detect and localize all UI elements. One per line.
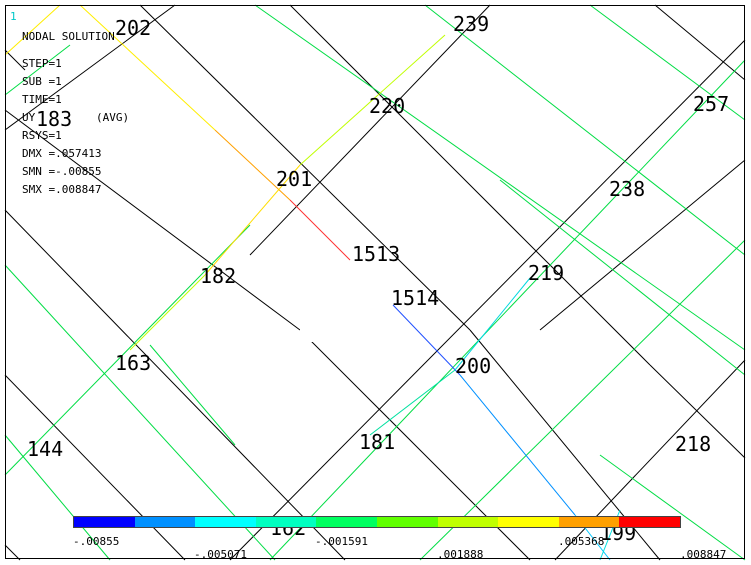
element-edges-black-2: [4, 4, 746, 561]
info-sub: SUB =1: [22, 75, 62, 88]
legend-swatch-4: [316, 517, 377, 527]
contour-lines-cool: [369, 277, 621, 561]
legend-label: -.00855: [73, 535, 120, 548]
plot-frame: [5, 5, 745, 559]
info-quantity: UY: [22, 111, 36, 124]
node-label: 219: [528, 261, 565, 285]
node-label: 220: [369, 94, 406, 118]
contour-lines-warm: [4, 4, 446, 351]
node-label: 202: [115, 16, 152, 40]
info-time: TIME=1: [22, 93, 62, 106]
legend-label: .005368: [558, 535, 605, 548]
legend-swatch-1: [134, 517, 196, 527]
legend-swatch-7: [498, 517, 559, 527]
node-label: 1513: [352, 242, 401, 266]
node-label: 218: [675, 432, 712, 456]
legend-swatch-9: [619, 517, 680, 527]
legend-swatch-3: [255, 517, 317, 527]
node-label: 1514: [391, 286, 440, 310]
info-dmx: DMX =.057413: [22, 147, 102, 160]
info-avg: (AVG): [96, 111, 130, 124]
legend-label: -.005071: [194, 548, 247, 561]
contour-lines-green: [4, 4, 746, 561]
legend-label: .001888: [437, 548, 484, 561]
legend-label: -.001591: [315, 535, 368, 548]
legend-swatch-0: [74, 517, 135, 527]
info-smx: SMX =.008847: [22, 183, 102, 196]
node-label: 201: [276, 167, 313, 191]
element-edges-black: [4, 4, 746, 561]
info-rsys: RSYS=1: [22, 129, 62, 142]
info-title: NODAL SOLUTION: [22, 30, 115, 43]
legend-swatch-2: [195, 517, 256, 527]
legend-swatch-5: [376, 517, 438, 527]
node-label: 144: [27, 437, 64, 461]
info-smn: SMN =-.00855: [22, 165, 102, 178]
node-label: 257: [693, 92, 730, 116]
info-step: STEP=1: [22, 57, 62, 70]
legend-label: .008847: [680, 548, 727, 561]
node-label: 163: [115, 351, 152, 375]
node-label: 238: [609, 177, 646, 201]
legend-swatch-8: [558, 517, 620, 527]
node-label: 181: [359, 430, 396, 454]
window-number: 1: [10, 10, 17, 23]
node-label: 182: [200, 264, 237, 288]
node-label: 200: [455, 354, 492, 378]
legend-swatch-6: [437, 517, 499, 527]
legend-colorbar: [73, 516, 681, 528]
node-label: 239: [453, 12, 490, 36]
node-label: 183: [36, 107, 73, 131]
